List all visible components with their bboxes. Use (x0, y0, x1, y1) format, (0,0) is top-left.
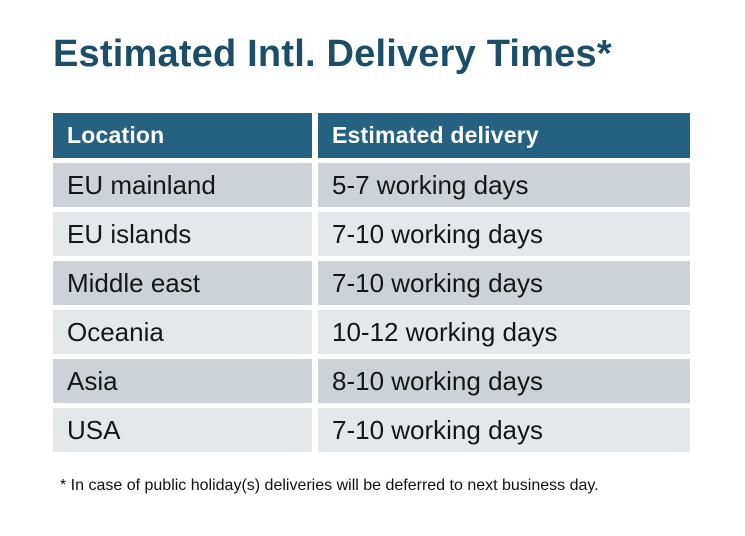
cell-delivery-asia: 8-10 working days (318, 359, 690, 403)
cell-delivery-middle-east: 7-10 working days (318, 261, 690, 305)
cell-location-asia: Asia (53, 359, 312, 403)
column-header-estimated-delivery: Estimated delivery (318, 113, 690, 158)
footnote: * In case of public holiday(s) deliverie… (60, 477, 599, 494)
cell-location-eu-islands: EU islands (53, 212, 312, 256)
column-header-location: Location (53, 113, 312, 158)
cell-delivery-usa: 7-10 working days (318, 408, 690, 452)
cell-location-oceania: Oceania (53, 310, 312, 354)
delivery-times-table: Location Estimated delivery EU mainland … (53, 113, 690, 452)
cell-location-usa: USA (53, 408, 312, 452)
cell-delivery-eu-islands: 7-10 working days (318, 212, 690, 256)
page-title: Estimated Intl. Delivery Times* (53, 33, 612, 75)
cell-delivery-eu-mainland: 5-7 working days (318, 163, 690, 207)
cell-delivery-oceania: 10-12 working days (318, 310, 690, 354)
cell-location-eu-mainland: EU mainland (53, 163, 312, 207)
cell-location-middle-east: Middle east (53, 261, 312, 305)
